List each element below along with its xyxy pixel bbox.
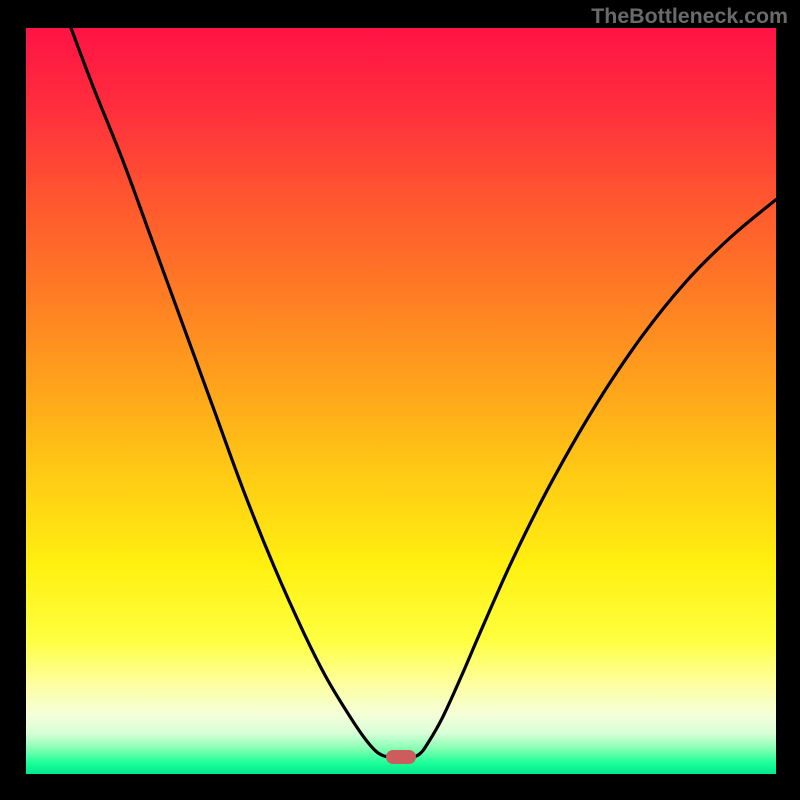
chart-container: TheBottleneck.com [0,0,800,800]
bottleneck-curve [71,28,776,757]
curve-layer [26,28,776,774]
plot-area [26,28,776,774]
optimum-marker [386,750,416,764]
watermark-text: TheBottleneck.com [591,4,788,29]
